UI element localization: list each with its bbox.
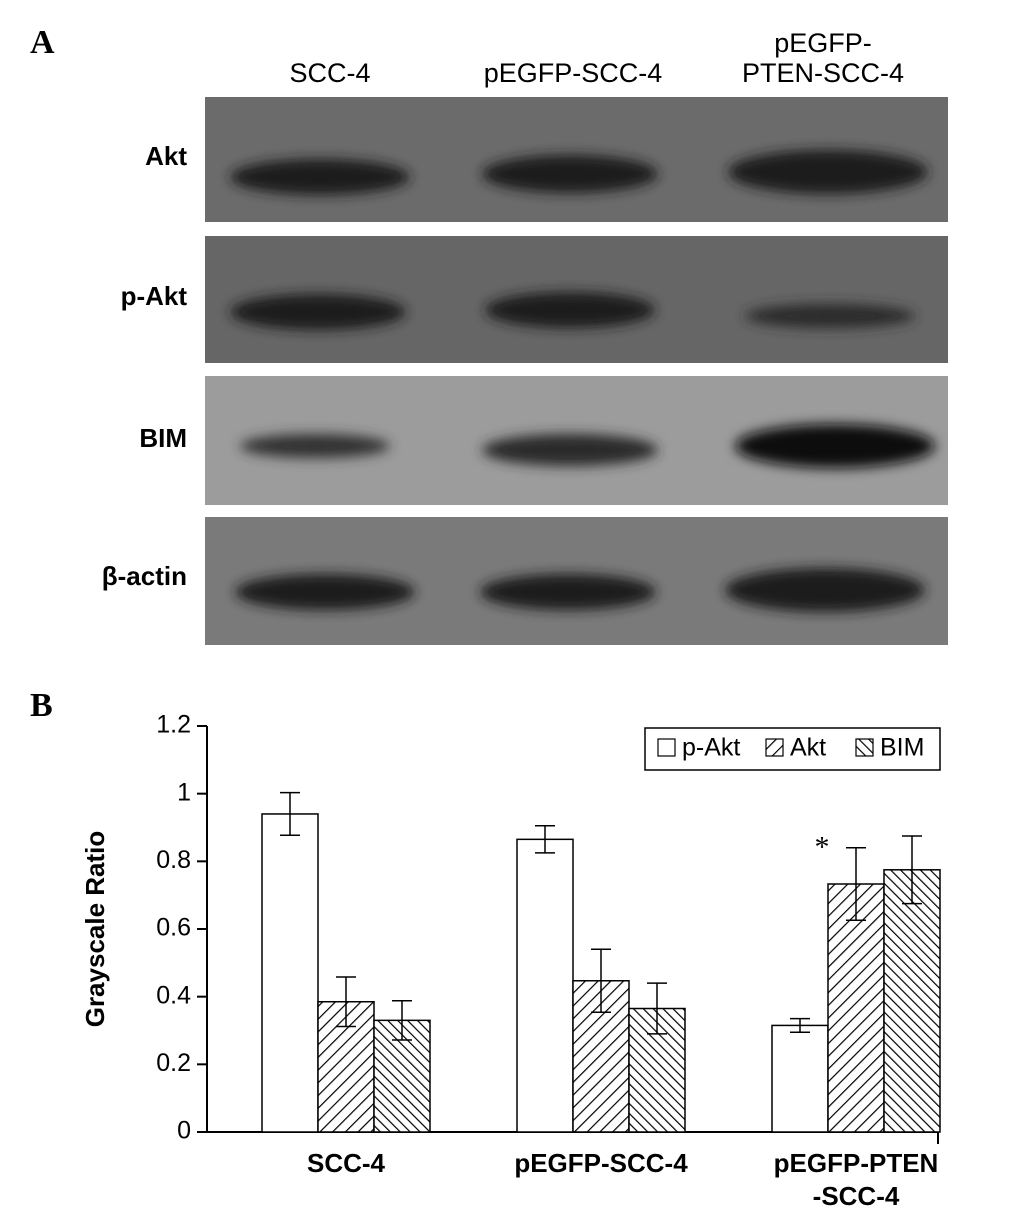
- band: [482, 155, 658, 193]
- band: [230, 294, 406, 330]
- panel-label: A: [30, 24, 55, 61]
- error-bar: [392, 999, 412, 1041]
- band: [745, 304, 915, 328]
- band: [480, 574, 656, 610]
- band: [240, 434, 390, 458]
- bar: [261, 813, 319, 1133]
- lane-label: PTEN-SCC-4: [742, 58, 904, 88]
- error-bar: [846, 847, 866, 921]
- legend-swatch: [855, 738, 874, 757]
- x-tick-label: pEGFP-PTEN: [774, 1148, 939, 1178]
- row-label: p-Akt: [121, 281, 188, 311]
- legend-label: Akt: [790, 734, 826, 762]
- western-blot: [205, 97, 948, 645]
- y-tick-label: 1.2: [156, 711, 191, 739]
- panel-label: B: [30, 687, 53, 724]
- y-axis-label: Grayscale Ratio: [80, 831, 110, 1028]
- lane-label: pEGFP-: [774, 28, 872, 58]
- y-tick-label: 0.6: [156, 914, 191, 942]
- band: [735, 424, 935, 468]
- y-tick-label: 0.8: [156, 846, 191, 874]
- band: [235, 574, 415, 610]
- lane-label: SCC-4: [289, 58, 370, 88]
- x-tick-label: -SCC-4: [813, 1181, 900, 1211]
- legend-swatch: [765, 738, 784, 757]
- x-tick-label: pEGFP-SCC-4: [514, 1148, 688, 1178]
- y-tick-label: 0.4: [156, 981, 191, 1009]
- x-tick-label: SCC-4: [307, 1148, 386, 1178]
- error-bar: [647, 982, 667, 1035]
- legend-box: [644, 727, 941, 771]
- y-tick-label: 1: [177, 778, 191, 806]
- error-bar: [280, 791, 300, 837]
- legend-swatch: [657, 738, 676, 757]
- annotation: *: [815, 831, 830, 864]
- band: [482, 434, 658, 466]
- band: [485, 292, 655, 328]
- row-label: β-actin: [102, 561, 187, 591]
- band: [230, 159, 410, 195]
- lane-label: pEGFP-SCC-4: [484, 58, 663, 88]
- row-label: Akt: [145, 141, 187, 171]
- error-bar: [902, 835, 922, 905]
- row-label: BIM: [139, 423, 187, 453]
- error-bar: [535, 825, 555, 854]
- y-tick-label: 0: [177, 1117, 191, 1145]
- bar: [771, 1024, 829, 1133]
- y-tick-label: 0.2: [156, 1049, 191, 1077]
- legend-label: BIM: [880, 734, 924, 762]
- band: [728, 150, 928, 194]
- bar: [883, 869, 941, 1133]
- bar: [516, 838, 574, 1133]
- band: [725, 568, 925, 612]
- legend-label: p-Akt: [682, 734, 740, 762]
- error-bar: [591, 948, 611, 1013]
- bar: [827, 883, 885, 1133]
- error-bar: [336, 976, 356, 1028]
- error-bar: [790, 1017, 810, 1033]
